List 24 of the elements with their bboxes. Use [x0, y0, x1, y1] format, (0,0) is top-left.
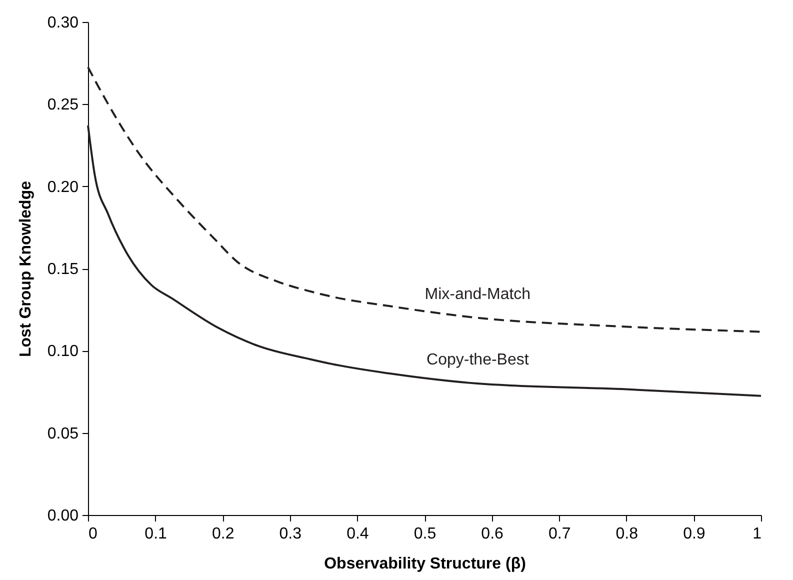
x-tick-label: 0.7	[548, 526, 571, 542]
x-tick-label: 0	[88, 526, 98, 542]
y-tick-label: 0.05	[47, 425, 79, 442]
line-series	[87, 124, 762, 397]
x-tick-label: 1	[752, 526, 762, 542]
x-tick-label: 0.4	[346, 526, 369, 542]
series-label: Mix-and-Match	[424, 286, 531, 303]
x-tick-label: 0.8	[616, 526, 638, 542]
x-tick-label: 0.3	[279, 526, 302, 542]
series-label: Copy-the-Best	[426, 352, 530, 369]
y-tick-label: 0.00	[47, 508, 79, 524]
x-tick-label: 0.1	[144, 526, 168, 542]
y-tick-label: 0.15	[47, 261, 79, 278]
line-series	[87, 66, 762, 333]
y-tick-label: 0.10	[47, 343, 79, 360]
y-tick-label: 0.25	[47, 96, 79, 114]
x-tick-label: 0.2	[212, 526, 234, 542]
y-axis-title: Lost Group Knowledge	[17, 180, 34, 357]
y-tick-label: 0.20	[47, 178, 79, 196]
x-axis-title: Observability Structure (β)	[324, 556, 526, 572]
x-tick-label: 0.6	[481, 526, 504, 542]
x-tick-label: 0.9	[683, 526, 706, 542]
y-tick-label: 0.30	[47, 14, 79, 32]
x-tick-label: 0.5	[414, 526, 436, 542]
